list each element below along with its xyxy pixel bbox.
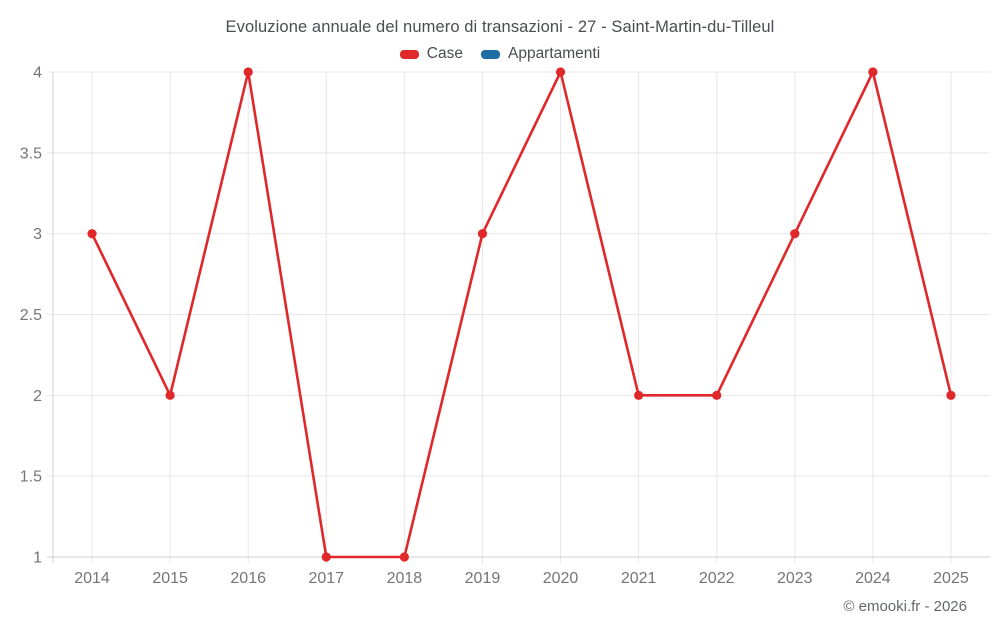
y-tick-label: 2.5 xyxy=(20,307,42,324)
data-point-case xyxy=(87,229,97,239)
x-tick-label: 2023 xyxy=(777,570,813,587)
x-tick-label: 2017 xyxy=(308,570,344,587)
chart-legend: Case Appartamenti xyxy=(0,45,1000,63)
data-point-case xyxy=(321,552,331,562)
x-tick-label: 2021 xyxy=(621,570,657,587)
data-point-case xyxy=(790,229,800,239)
x-tick-label: 2025 xyxy=(933,570,969,587)
y-tick-label: 1.5 xyxy=(20,469,42,486)
data-point-case xyxy=(946,390,956,400)
y-tick-label: 4 xyxy=(33,65,42,82)
footer-credit: © emooki.fr - 2026 xyxy=(843,598,967,615)
data-point-case xyxy=(399,552,409,562)
legend-swatch-appartamenti xyxy=(480,49,500,59)
x-tick-label: 2014 xyxy=(74,570,110,587)
y-tick-label: 3.5 xyxy=(20,145,42,162)
x-tick-label: 2015 xyxy=(152,570,188,587)
legend-label-case: Case xyxy=(426,45,463,62)
x-tick-label: 2019 xyxy=(465,570,501,587)
data-point-case xyxy=(634,390,644,400)
x-tick-label: 2018 xyxy=(387,570,423,587)
y-tick-label: 3 xyxy=(33,226,42,243)
x-tick-label: 2016 xyxy=(230,570,266,587)
data-point-case xyxy=(868,67,878,77)
legend-item-case[interactable]: Case xyxy=(399,45,463,63)
x-tick-label: 2022 xyxy=(699,570,735,587)
data-point-case xyxy=(555,67,566,77)
x-tick-label: 2020 xyxy=(543,570,579,587)
legend-label-appartamenti: Appartamenti xyxy=(507,45,601,62)
chart-title: Evoluzione annuale del numero di transaz… xyxy=(225,18,775,36)
x-tick-label: 2024 xyxy=(855,570,891,587)
legend-item-appartamenti[interactable]: Appartamenti xyxy=(480,45,601,63)
data-point-case xyxy=(243,67,253,77)
data-point-case xyxy=(712,390,722,400)
data-point-case xyxy=(165,390,175,400)
y-tick-label: 2 xyxy=(33,388,42,405)
legend-swatch-case xyxy=(399,49,419,59)
series-line-case xyxy=(90,70,953,559)
y-tick-label: 1 xyxy=(33,550,42,567)
data-point-case xyxy=(477,229,488,239)
